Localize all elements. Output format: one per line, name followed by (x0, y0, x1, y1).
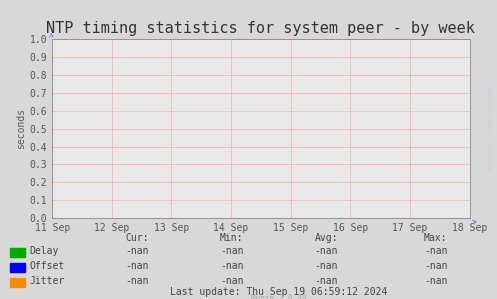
Text: -nan: -nan (315, 261, 338, 271)
Text: Avg:: Avg: (315, 233, 338, 243)
Text: -nan: -nan (424, 261, 447, 271)
Text: -nan: -nan (315, 276, 338, 286)
Text: Jitter: Jitter (30, 276, 65, 286)
Text: Cur:: Cur: (126, 233, 149, 243)
Text: -nan: -nan (126, 261, 149, 271)
Text: RRDTOOL / TOBI OETIKER: RRDTOOL / TOBI OETIKER (488, 87, 493, 170)
Text: Min:: Min: (220, 233, 244, 243)
Text: -nan: -nan (424, 276, 447, 286)
Text: -nan: -nan (315, 246, 338, 256)
Y-axis label: seconds: seconds (15, 108, 25, 149)
Text: Max:: Max: (424, 233, 447, 243)
Text: -nan: -nan (126, 276, 149, 286)
Text: -nan: -nan (424, 246, 447, 256)
Title: NTP timing statistics for system peer - by week: NTP timing statistics for system peer - … (47, 21, 475, 36)
Text: Offset: Offset (30, 261, 65, 271)
Text: -nan: -nan (126, 246, 149, 256)
Text: -nan: -nan (220, 246, 244, 256)
Text: Delay: Delay (30, 246, 59, 256)
Text: -nan: -nan (220, 276, 244, 286)
Text: -nan: -nan (220, 261, 244, 271)
Text: Last update: Thu Sep 19 06:59:12 2024: Last update: Thu Sep 19 06:59:12 2024 (169, 287, 387, 298)
Text: Munin 2.0.49: Munin 2.0.49 (250, 295, 306, 299)
